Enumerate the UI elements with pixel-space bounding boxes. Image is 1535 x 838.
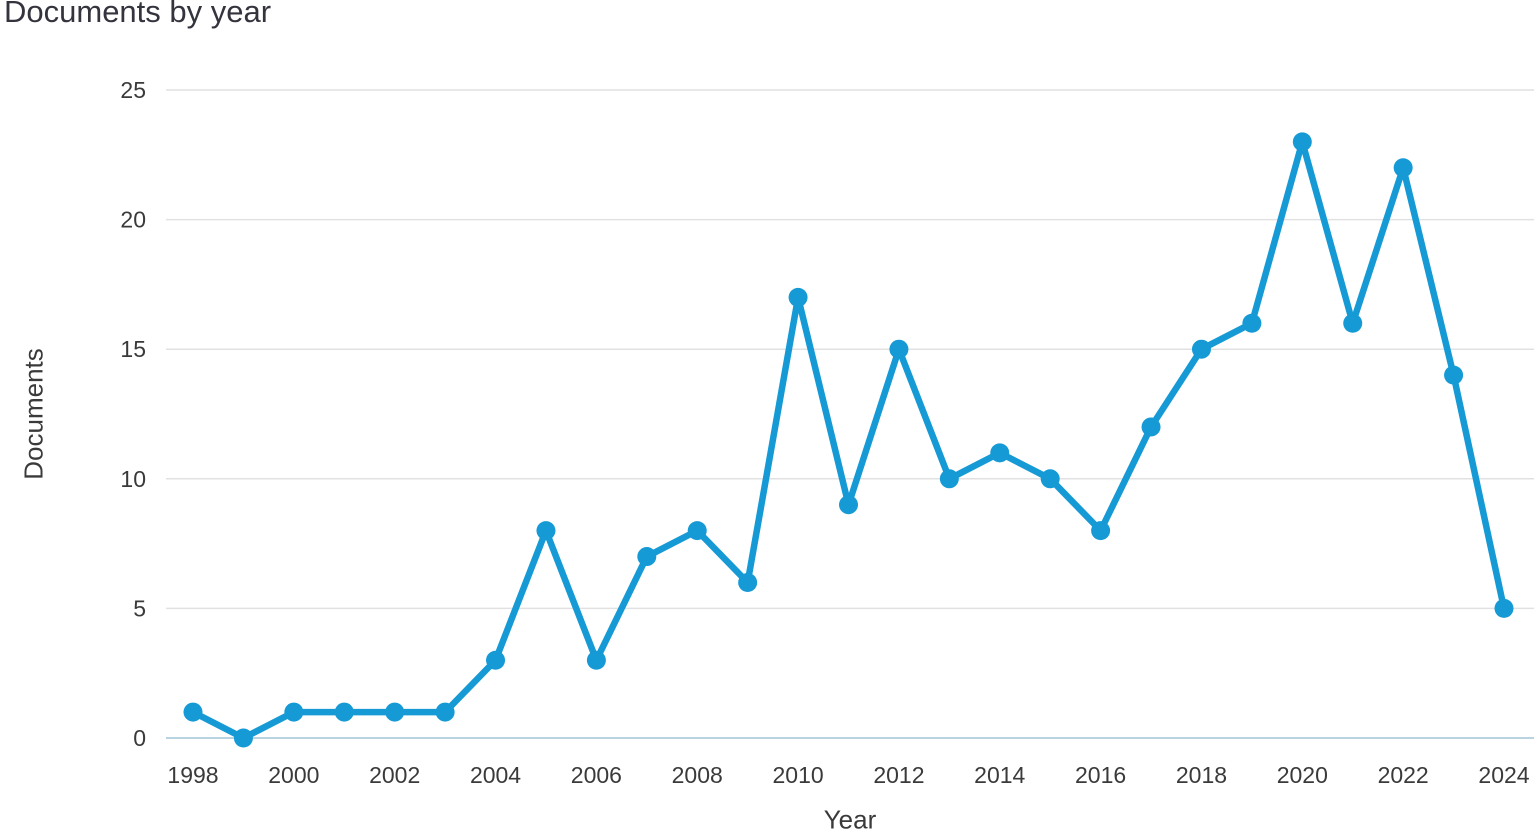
data-point-2023[interactable] (1444, 365, 1464, 385)
data-point-2013[interactable] (939, 469, 959, 489)
data-point-2004[interactable] (486, 650, 506, 670)
data-point-2002[interactable] (385, 702, 405, 722)
x-tick-label-2004: 2004 (470, 762, 521, 788)
x-tick-label-2022: 2022 (1378, 762, 1429, 788)
y-tick-label-10: 10 (120, 466, 146, 492)
x-tick-label-2016: 2016 (1075, 762, 1126, 788)
data-point-2021[interactable] (1343, 313, 1363, 333)
data-point-2011[interactable] (839, 495, 858, 515)
data-point-2008[interactable] (687, 521, 707, 541)
data-point-2018[interactable] (1191, 339, 1211, 359)
data-point-2015[interactable] (1040, 469, 1060, 489)
data-point-2014[interactable] (990, 443, 1010, 463)
data-point-2022[interactable] (1393, 158, 1413, 178)
x-tick-label-2024: 2024 (1478, 762, 1529, 788)
data-point-2001[interactable] (334, 702, 354, 722)
y-tick-label-20: 20 (120, 207, 146, 233)
y-tick-label-15: 15 (120, 336, 146, 362)
y-tick-label-5: 5 (133, 595, 146, 621)
data-point-2019[interactable] (1242, 313, 1262, 333)
y-tick-label-25: 25 (120, 77, 146, 103)
documents-trend-line (189, 138, 1508, 742)
x-tick-label-2014: 2014 (974, 762, 1025, 788)
data-point-1998[interactable] (183, 702, 203, 722)
x-tick-label-2002: 2002 (369, 762, 420, 788)
x-tick-label-2012: 2012 (873, 762, 924, 788)
data-point-2003[interactable] (435, 702, 455, 722)
x-tick-label-2018: 2018 (1176, 762, 1227, 788)
data-point-2024[interactable] (1494, 598, 1514, 618)
x-tick-label-2020: 2020 (1277, 762, 1328, 788)
y-tick-label-0: 0 (133, 725, 146, 751)
x-tick-label-2006: 2006 (571, 762, 622, 788)
data-point-2010[interactable] (788, 287, 808, 307)
data-point-1999[interactable] (233, 728, 253, 748)
x-axis-label: Year (823, 804, 877, 835)
x-tick-label-2000: 2000 (268, 762, 319, 788)
data-point-2006[interactable] (586, 650, 606, 670)
data-point-2009[interactable] (738, 572, 758, 592)
data-point-2005[interactable] (536, 521, 556, 541)
x-tick-label-2008: 2008 (672, 762, 723, 788)
data-point-2000[interactable] (284, 702, 304, 722)
data-point-2020[interactable] (1292, 132, 1312, 152)
data-point-2007[interactable] (637, 547, 657, 567)
x-tick-label-1998: 1998 (167, 762, 218, 788)
data-point-2012[interactable] (889, 339, 909, 359)
data-point-2016[interactable] (1091, 521, 1111, 541)
data-point-2017[interactable] (1141, 417, 1161, 437)
chart-title: Documents by year (4, 0, 272, 29)
x-tick-label-2010: 2010 (772, 762, 823, 788)
